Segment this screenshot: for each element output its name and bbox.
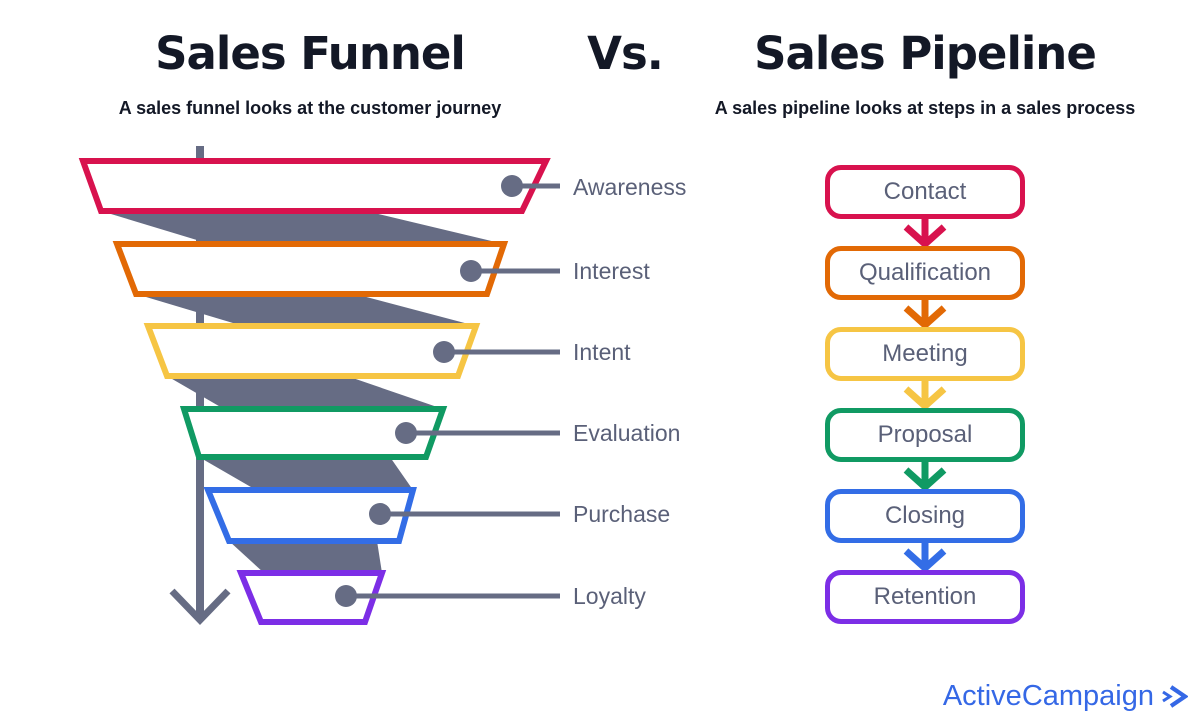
- funnel-shadow-5: [229, 541, 382, 573]
- brand-chevron-icon: [1162, 684, 1188, 708]
- pipeline-arrow-closing-retention: [903, 541, 947, 573]
- funnel-title: Sales Funnel: [155, 27, 466, 80]
- funnel-shadow-4: [199, 457, 413, 490]
- pipeline-step-label: Proposal: [877, 421, 973, 448]
- arrow-head-icon: [903, 305, 947, 330]
- pipeline-arrow-meeting-proposal: [903, 379, 947, 411]
- funnel-shadow-3: [167, 376, 443, 409]
- funnel-label-interest: Interest: [573, 258, 650, 284]
- funnel-subtitle: A sales funnel looks at the customer jou…: [118, 98, 502, 118]
- funnel-stage-shape-interest: [112, 241, 509, 297]
- pipeline-step-contact: Contact: [825, 165, 1025, 219]
- brand-logo: ActiveCampaign: [943, 679, 1188, 713]
- brand-logo-text: ActiveCampaign: [942, 680, 1154, 712]
- funnel-stage-shape-awareness: [78, 158, 551, 214]
- pipeline-arrow-qualification-meeting: [903, 298, 947, 330]
- pipeline-step-meeting: Meeting: [825, 327, 1025, 381]
- arrow-head-icon: [903, 548, 947, 573]
- pipeline-step-qualification: Qualification: [825, 246, 1025, 300]
- arrow-head-icon: [903, 224, 947, 249]
- leader-dot-purchase: [369, 503, 391, 525]
- funnel-stage-shape-intent: [143, 323, 481, 379]
- leader-dot-loyalty: [335, 585, 357, 607]
- arrow-head-icon: [903, 386, 947, 411]
- pipeline-step-closing: Closing: [825, 489, 1025, 543]
- funnel-label-evaluation: Evaluation: [573, 420, 681, 446]
- pipeline-arrow-proposal-closing: [903, 460, 947, 492]
- funnel-label-intent: Intent: [573, 339, 631, 365]
- pipeline-title: Sales Pipeline: [754, 27, 1097, 80]
- funnel-shadow-2: [136, 294, 476, 326]
- leader-dot-interest: [460, 260, 482, 282]
- funnel-shadow-1: [101, 211, 504, 244]
- funnel-label-loyalty: Loyalty: [573, 583, 646, 609]
- pipeline-step-label: Closing: [884, 502, 966, 529]
- arrow-head-icon: [903, 467, 947, 492]
- pipeline-step-label: Retention: [873, 583, 977, 610]
- pipeline-arrow-contact-qualification: [903, 217, 947, 249]
- pipeline-step-retention: Retention: [825, 570, 1025, 624]
- pipeline-step-label: Contact: [883, 178, 967, 205]
- leader-dot-intent: [433, 341, 455, 363]
- pipeline-subtitle: A sales pipeline looks at steps in a sal…: [714, 98, 1136, 118]
- vs-title: Vs.: [587, 27, 664, 80]
- pipeline-step-label: Meeting: [882, 340, 968, 367]
- pipeline-step-proposal: Proposal: [825, 408, 1025, 462]
- funnel-axis-arrowhead-icon: [169, 588, 231, 626]
- leader-dot-awareness: [501, 175, 523, 197]
- funnel-label-purchase: Purchase: [573, 501, 671, 527]
- funnel-label-awareness: Awareness: [573, 174, 687, 200]
- funnel-stage-shape-purchase: [203, 487, 417, 544]
- leader-dot-evaluation: [395, 422, 417, 444]
- pipeline-step-label: Qualification: [858, 259, 992, 286]
- funnel-stage-shape-evaluation: [179, 406, 448, 460]
